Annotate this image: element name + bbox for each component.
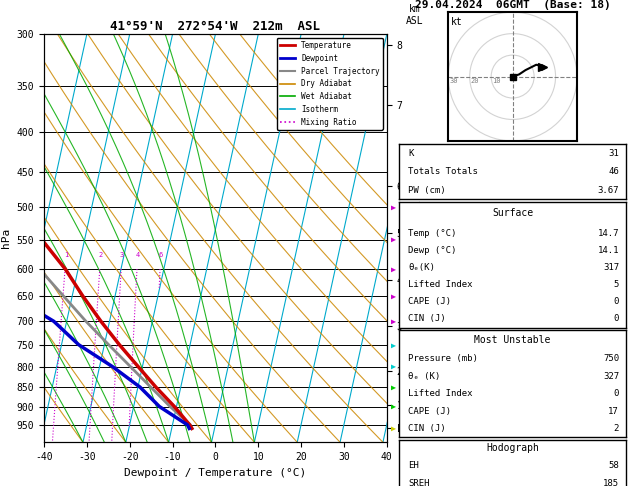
Text: kt: kt <box>451 17 462 27</box>
Text: CAPE (J): CAPE (J) <box>408 407 452 416</box>
Y-axis label: hPa: hPa <box>1 228 11 248</box>
Text: K: K <box>408 149 414 157</box>
Text: 0: 0 <box>614 297 619 306</box>
Title: 41°59'N  272°54'W  212m  ASL: 41°59'N 272°54'W 212m ASL <box>111 20 320 33</box>
Text: 0: 0 <box>614 389 619 398</box>
Text: CAPE (J): CAPE (J) <box>408 297 452 306</box>
Text: Totals Totals: Totals Totals <box>408 167 478 176</box>
Text: 4: 4 <box>135 252 140 258</box>
Text: 2: 2 <box>98 252 103 258</box>
Y-axis label: Mixing Ratio (g/kg): Mixing Ratio (g/kg) <box>420 182 430 294</box>
Text: 5: 5 <box>614 280 619 289</box>
Text: EH: EH <box>408 461 419 470</box>
Text: Lifted Index: Lifted Index <box>408 280 473 289</box>
Text: 46: 46 <box>608 167 619 176</box>
Text: Lifted Index: Lifted Index <box>408 389 473 398</box>
Text: ▶: ▶ <box>391 235 396 244</box>
X-axis label: Dewpoint / Temperature (°C): Dewpoint / Temperature (°C) <box>125 468 306 478</box>
Text: ▶: ▶ <box>391 264 396 274</box>
Text: Surface: Surface <box>492 208 533 219</box>
Text: Dewp (°C): Dewp (°C) <box>408 246 457 255</box>
Text: Pressure (mb): Pressure (mb) <box>408 354 478 363</box>
Text: ▶: ▶ <box>391 362 396 371</box>
Text: 0: 0 <box>614 314 619 324</box>
Text: 1: 1 <box>64 252 68 258</box>
Text: 750: 750 <box>603 354 619 363</box>
Text: CIN (J): CIN (J) <box>408 424 446 433</box>
Text: ▶: ▶ <box>391 402 396 411</box>
Text: 317: 317 <box>603 263 619 272</box>
Text: SREH: SREH <box>408 479 430 486</box>
Text: 10: 10 <box>493 78 501 84</box>
Text: 31: 31 <box>608 149 619 157</box>
Text: ▶: ▶ <box>391 317 396 326</box>
Text: CIN (J): CIN (J) <box>408 314 446 324</box>
Text: ▶: ▶ <box>391 203 396 212</box>
Text: ▶: ▶ <box>391 424 396 433</box>
Text: 14.7: 14.7 <box>598 229 619 238</box>
Text: 3.67: 3.67 <box>598 186 619 194</box>
Text: ▶: ▶ <box>391 292 396 301</box>
Text: 2: 2 <box>614 424 619 433</box>
Text: PW (cm): PW (cm) <box>408 186 446 194</box>
Text: 20: 20 <box>470 78 479 84</box>
Text: ▶: ▶ <box>391 382 396 392</box>
Text: 6: 6 <box>159 252 163 258</box>
Text: Most Unstable: Most Unstable <box>474 335 551 345</box>
Text: 14.1: 14.1 <box>598 246 619 255</box>
Text: km
ASL: km ASL <box>406 4 423 26</box>
Text: θₑ(K): θₑ(K) <box>408 263 435 272</box>
Text: 17: 17 <box>608 407 619 416</box>
Text: 29.04.2024  06GMT  (Base: 18): 29.04.2024 06GMT (Base: 18) <box>415 0 611 10</box>
Text: 185: 185 <box>603 479 619 486</box>
Text: ▶: ▶ <box>391 340 396 349</box>
Text: 58: 58 <box>608 461 619 470</box>
Text: θₑ (K): θₑ (K) <box>408 371 441 381</box>
Legend: Temperature, Dewpoint, Parcel Trajectory, Dry Adiabat, Wet Adiabat, Isotherm, Mi: Temperature, Dewpoint, Parcel Trajectory… <box>277 38 383 130</box>
Text: Hodograph: Hodograph <box>486 443 539 453</box>
Text: 327: 327 <box>603 371 619 381</box>
Text: 30: 30 <box>449 78 458 84</box>
Text: Temp (°C): Temp (°C) <box>408 229 457 238</box>
Text: 3: 3 <box>120 252 124 258</box>
